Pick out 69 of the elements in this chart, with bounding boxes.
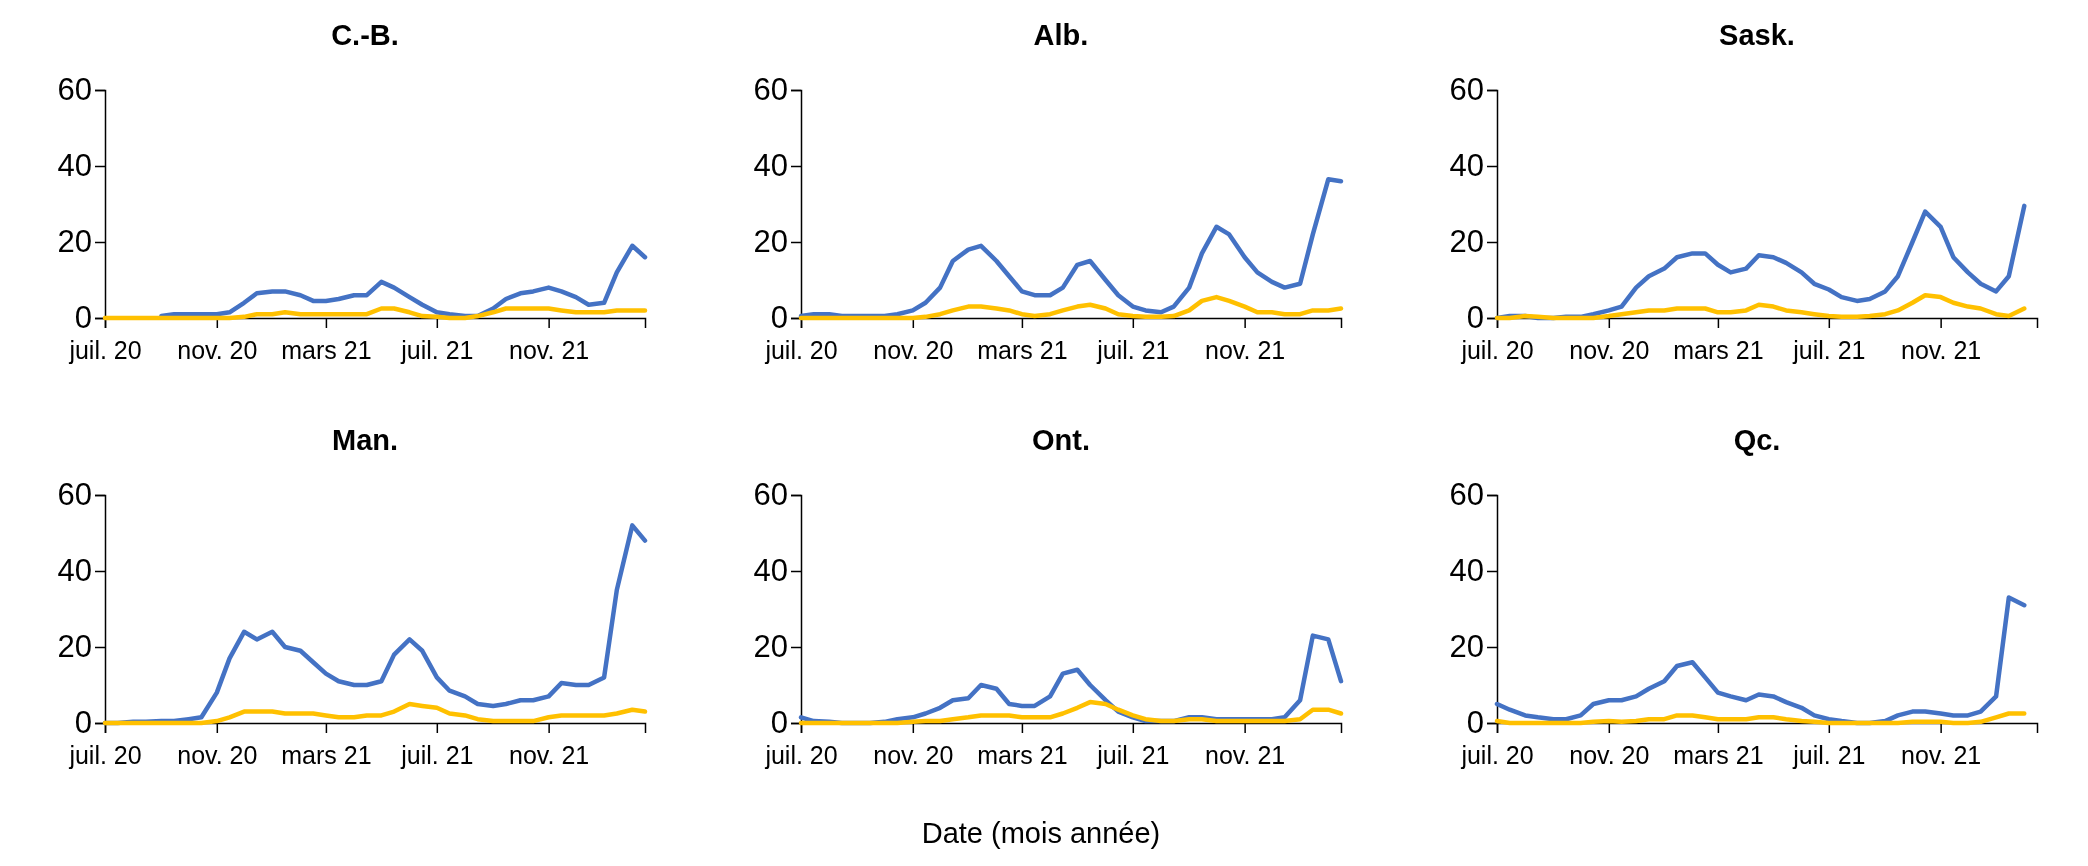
line-series — [1494, 292, 2027, 321]
y-tick-label: 60 — [753, 477, 788, 513]
chart-title: Alb. — [1033, 19, 1089, 51]
x-tick-label: juil. 21 — [1792, 740, 1866, 769]
y-tick-label: 20 — [57, 629, 92, 665]
x-tick-label: juil. 21 — [1792, 335, 1866, 364]
y-tick-label: 60 — [1449, 72, 1484, 108]
x-tick-label: juil. 20 — [764, 335, 838, 364]
y-tick-label: 0 — [770, 300, 788, 336]
chart-title: Man. — [331, 424, 399, 456]
x-tick-label: juil. 21 — [1096, 740, 1170, 769]
y-tick-label: 0 — [1466, 300, 1484, 336]
x-tick-label: juil. 20 — [68, 740, 142, 769]
x-tick-label: juil. 20 — [68, 335, 142, 364]
line-series — [798, 699, 1344, 726]
y-tick-label: 60 — [57, 72, 92, 108]
x-tick-label: nov. 20 — [873, 335, 954, 364]
x-tick-label: mars 21 — [977, 335, 1068, 364]
line-series — [159, 243, 648, 319]
x-tick-label: nov. 20 — [177, 740, 258, 769]
line-series — [102, 306, 648, 321]
chart-title: C.-B. — [331, 19, 399, 51]
y-tick-label: 0 — [74, 705, 92, 741]
x-tick-label: juil. 20 — [1460, 335, 1534, 364]
x-tick-label: juil. 21 — [1096, 335, 1170, 364]
x-tick-label: nov. 21 — [1901, 740, 1982, 769]
x-tick-label: juil. 20 — [1460, 740, 1534, 769]
line-series — [1494, 711, 2027, 726]
x-tick-label: juil. 21 — [400, 335, 474, 364]
x-tick-label: mars 21 — [281, 335, 372, 364]
x-tick-label: juil. 21 — [400, 740, 474, 769]
x-tick-label: nov. 21 — [509, 335, 590, 364]
x-tick-label: nov. 20 — [177, 335, 258, 364]
x-tick-label: mars 21 — [1673, 335, 1764, 364]
x-tick-label: mars 21 — [1673, 740, 1764, 769]
x-tick-label: mars 21 — [281, 740, 372, 769]
y-tick-label: 40 — [57, 148, 92, 184]
x-tick-label: nov. 21 — [1901, 335, 1982, 364]
y-tick-label: 60 — [1449, 477, 1484, 513]
chart-title: Qc. — [1733, 424, 1781, 456]
x-tick-label: nov. 21 — [1205, 740, 1286, 769]
y-tick-label: 20 — [1449, 224, 1484, 260]
x-tick-label: mars 21 — [977, 740, 1068, 769]
y-tick-label: 40 — [753, 553, 788, 589]
x-tick-label: juil. 20 — [764, 740, 838, 769]
x-tick-label: nov. 20 — [873, 740, 954, 769]
y-tick-label: 60 — [57, 477, 92, 513]
line-series — [798, 177, 1344, 319]
y-tick-label: 20 — [57, 224, 92, 260]
line-series — [102, 701, 648, 726]
chart-title: Ont. — [1032, 424, 1090, 456]
chart-title: Sask. — [1719, 19, 1795, 51]
y-tick-label: 40 — [1449, 553, 1484, 589]
y-tick-label: 40 — [753, 148, 788, 184]
x-tick-label: nov. 20 — [1569, 335, 1650, 364]
y-tick-label: 20 — [753, 629, 788, 665]
x-tick-label: nov. 21 — [1205, 335, 1286, 364]
x-tick-label: nov. 20 — [1569, 740, 1650, 769]
y-tick-label: 60 — [753, 72, 788, 108]
y-tick-label: 0 — [1466, 705, 1484, 741]
x-tick-label: nov. 21 — [509, 740, 590, 769]
y-tick-label: 20 — [1449, 629, 1484, 665]
y-tick-label: 20 — [753, 224, 788, 260]
y-tick-label: 0 — [74, 300, 92, 336]
line-series — [798, 294, 1344, 321]
y-tick-label: 0 — [770, 705, 788, 741]
y-tick-label: 40 — [57, 553, 92, 589]
y-tick-label: 40 — [1449, 148, 1484, 184]
x-axis-title: Date (mois année) — [921, 817, 1161, 849]
